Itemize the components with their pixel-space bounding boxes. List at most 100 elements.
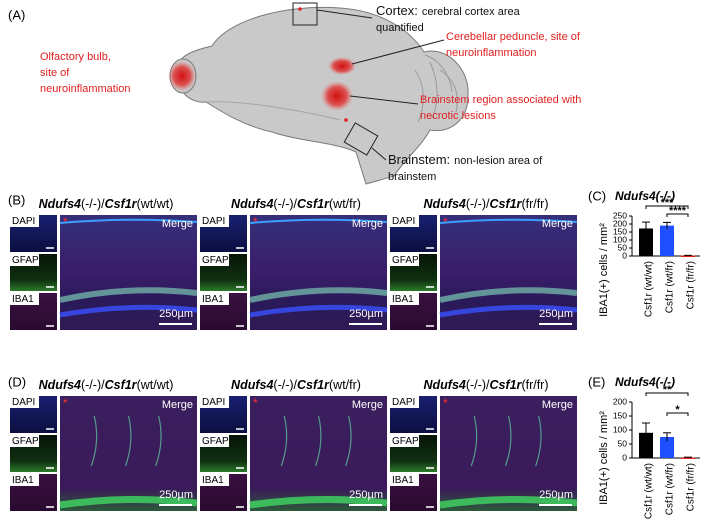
channel-label: IBA1 [202, 475, 224, 486]
y-tick-label: 0 [622, 452, 627, 462]
scale-bar-label: 250µm [159, 489, 193, 501]
merge-label: Merge [542, 399, 573, 411]
annotation-text: Cerebellar peduncle, site of [446, 31, 581, 43]
channel-label: IBA1 [12, 294, 34, 305]
header-part: Ndufs4 [231, 197, 273, 211]
header-part: Csf1r [297, 378, 330, 392]
channel-label-bg [390, 215, 419, 227]
significance-label: ** [663, 384, 672, 396]
channel-label-bg [10, 254, 39, 266]
chart-title: Ndufs4(-/-) [615, 189, 675, 203]
y-axis-label: IBA1(+) cells / mm² [598, 223, 610, 317]
white-matter [439, 287, 578, 303]
annotation-title: Brainstem: [388, 152, 450, 167]
x-tick-label: Csf1r (wt/fr) [665, 261, 676, 313]
annotation: quantified [376, 22, 424, 34]
annotation: Brainstem region associated with [420, 94, 581, 106]
annotation-text: neuroinflammation [446, 47, 537, 59]
white-matter [249, 287, 388, 303]
group-header: Ndufs4(-/-)/Csf1r(fr/fr) [423, 378, 548, 392]
header-part: (wt/fr) [329, 378, 361, 392]
annotation: Cortex: cerebral cortex area [376, 3, 521, 18]
glial-streak [345, 415, 352, 467]
bar [681, 255, 695, 258]
header-part: Csf1r [489, 378, 522, 392]
marker: * [443, 215, 448, 229]
y-tick-label: 200 [613, 218, 627, 228]
significance-bracket [666, 412, 689, 416]
significance-bracket [645, 392, 689, 396]
channel-label: GFAP [202, 436, 229, 447]
marker: * [253, 396, 258, 410]
brain-sketch [168, 2, 469, 185]
panel-label: (B) [8, 192, 25, 207]
channel-label-bg [200, 215, 229, 227]
tissue-edge [249, 218, 388, 224]
glial-streak [504, 415, 512, 467]
channel-label-bg [10, 293, 39, 305]
significance-label: **** [669, 205, 687, 217]
annotation: neuroinflammation [40, 83, 131, 95]
annotation-text: Olfactory bulb, [40, 51, 111, 63]
group-header: Ndufs4(-/-)/Csf1r(wt/fr) [231, 378, 361, 392]
channel-label: GFAP [202, 255, 229, 266]
annotation-text: cerebral cortex area [422, 6, 521, 18]
channel-label: GFAP [392, 255, 419, 266]
y-tick-label: 150 [613, 410, 627, 420]
x-tick-label: Csf1r (fr/fr) [686, 261, 697, 309]
channel-label-bg [390, 254, 419, 266]
group-header: Ndufs4(-/-)/Csf1r(wt/fr) [231, 197, 361, 211]
bar [660, 225, 674, 256]
channel-label: IBA1 [202, 294, 224, 305]
panel-label: (D) [8, 374, 26, 389]
channel-label: DAPI [392, 397, 415, 408]
white-matter [59, 287, 198, 303]
marker: * [63, 396, 68, 410]
marker: * [443, 396, 448, 410]
header-part: (fr/fr) [521, 378, 548, 392]
header-part: Csf1r [105, 197, 138, 211]
bar [681, 457, 695, 459]
channel-label: IBA1 [392, 294, 414, 305]
annotation-title: Cortex: [376, 3, 418, 18]
glial-streak [155, 415, 162, 467]
y-tick-label: 0 [622, 250, 627, 260]
header-part: (-/-)/ [81, 197, 105, 211]
channel-label: DAPI [202, 216, 225, 227]
header-part: (wt/fr) [329, 197, 361, 211]
y-tick-label: 100 [613, 234, 627, 244]
header-part: (wt/wt) [137, 197, 174, 211]
merge-label: Merge [162, 399, 193, 411]
tissue-edge [59, 218, 198, 224]
y-tick-label: 50 [618, 242, 628, 252]
fiber-band [59, 495, 198, 509]
channel-label: DAPI [12, 216, 35, 227]
glial-streak [535, 415, 542, 467]
header-part: Csf1r [489, 197, 522, 211]
scale-bar-label: 250µm [539, 308, 573, 320]
panel-label: (E) [588, 374, 605, 389]
header-part: Ndufs4 [231, 378, 273, 392]
scale-bar-label: 250µm [159, 308, 193, 320]
y-tick-label: 50 [618, 438, 628, 448]
channel-label-bg [10, 215, 39, 227]
header-part: Ndufs4 [39, 197, 81, 211]
header-part: (-/-)/ [273, 197, 297, 211]
channel-label: GFAP [12, 436, 39, 447]
channel-label: DAPI [392, 216, 415, 227]
glial-streak [314, 415, 322, 467]
y-tick-label: 100 [613, 424, 627, 434]
annotation-text: necrotic lesions [420, 110, 496, 122]
x-tick-label: Csf1r (wt/fr) [665, 463, 676, 515]
glial-streak [124, 415, 132, 467]
y-axis-label: IBA1(+) cells / mm² [598, 411, 610, 505]
significance-label: *** [661, 197, 675, 209]
channel-label-bg [390, 474, 419, 486]
annotation: Olfactory bulb, [40, 51, 111, 63]
group-header: Ndufs4(-/-)/Csf1r(fr/fr) [423, 197, 548, 211]
merge-label: Merge [162, 218, 193, 230]
chart-title: Ndufs4(-/-) [615, 375, 675, 389]
annotation-text: neuroinflammation [40, 83, 131, 95]
marker: * [63, 215, 68, 229]
annotation-text: site of [40, 67, 70, 79]
